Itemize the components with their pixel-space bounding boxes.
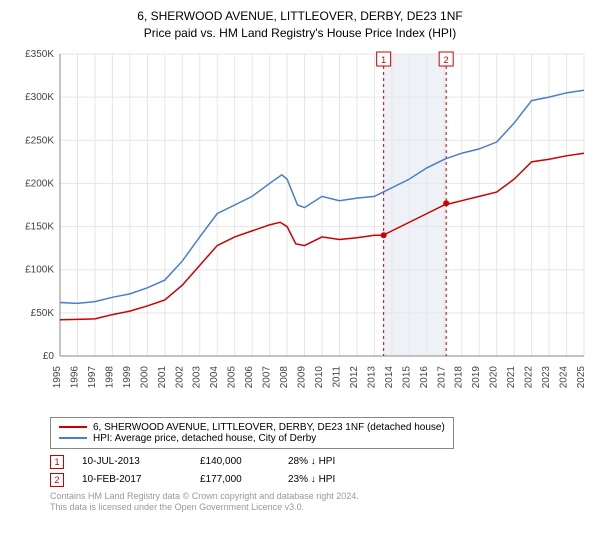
legend-row: 6, SHERWOOD AVENUE, LITTLEOVER, DERBY, D… bbox=[59, 422, 445, 433]
legend-row: HPI: Average price, detached house, City… bbox=[59, 433, 445, 444]
title-line-1: 6, SHERWOOD AVENUE, LITTLEOVER, DERBY, D… bbox=[10, 8, 590, 25]
x-tick-label: 2008 bbox=[279, 365, 290, 388]
legend-box: 6, SHERWOOD AVENUE, LITTLEOVER, DERBY, D… bbox=[50, 417, 454, 449]
x-tick-label: 2005 bbox=[227, 365, 238, 388]
y-tick-label: £50K bbox=[31, 307, 55, 318]
title-block: 6, SHERWOOD AVENUE, LITTLEOVER, DERBY, D… bbox=[10, 8, 590, 42]
sale-marker-label: 2 bbox=[444, 55, 449, 65]
x-tick-label: 1997 bbox=[87, 365, 98, 388]
x-tick-label: 2023 bbox=[541, 365, 552, 388]
sale-date: 10-JUL-2013 bbox=[82, 456, 182, 467]
sale-marker-icon: 1 bbox=[50, 455, 64, 469]
chart-area: £0 £50K £100K £150K £200K £250K £300K £350K 1995… bbox=[10, 46, 590, 411]
sale-price: £177,000 bbox=[200, 474, 270, 485]
sale-pct: 28% ↓ HPI bbox=[288, 456, 388, 467]
sale-marker-icon: 2 bbox=[50, 473, 64, 487]
x-tick-label: 2001 bbox=[157, 365, 168, 388]
y-tick-label: £200K bbox=[25, 178, 54, 189]
legend-swatch bbox=[59, 437, 87, 439]
sale-date: 10-FEB-2017 bbox=[82, 474, 182, 485]
x-tick-label: 2025 bbox=[576, 365, 587, 388]
sale-price: £140,000 bbox=[200, 456, 270, 467]
x-tick-label: 2012 bbox=[349, 365, 360, 388]
credits-line-2: This data is licensed under the Open Gov… bbox=[50, 502, 590, 514]
credits: Contains HM Land Registry data © Crown c… bbox=[50, 491, 590, 514]
y-tick-label: £250K bbox=[25, 135, 54, 146]
x-tick-label: 2018 bbox=[454, 365, 465, 388]
x-tick-label: 2021 bbox=[506, 365, 517, 388]
x-tick-label: 2019 bbox=[471, 365, 482, 388]
sales-table: 1 10-JUL-2013 £140,000 28% ↓ HPI 2 10-FEB-201… bbox=[50, 455, 590, 487]
chart-svg: £0 £50K £100K £150K £200K £250K £300K £350K 1995… bbox=[10, 46, 590, 411]
x-tick-label: 1995 bbox=[52, 365, 63, 388]
x-tick-label: 2017 bbox=[436, 365, 447, 388]
sale-pct: 23% ↓ HPI bbox=[288, 474, 388, 485]
legend-swatch bbox=[59, 426, 87, 428]
y-tick-label: £150K bbox=[25, 221, 54, 232]
y-tick-label: £350K bbox=[25, 49, 54, 60]
title-line-2: Price paid vs. HM Land Registry's House … bbox=[10, 25, 590, 42]
y-tick-label: £0 bbox=[43, 351, 55, 362]
x-tick-label: 1996 bbox=[69, 365, 80, 388]
x-tick-label: 2007 bbox=[262, 365, 273, 388]
x-tick-label: 2024 bbox=[559, 365, 570, 388]
x-tick-label: 2002 bbox=[174, 365, 185, 388]
credits-line-1: Contains HM Land Registry data © Crown c… bbox=[50, 491, 590, 503]
y-tick-label: £300K bbox=[25, 92, 54, 103]
legend-label: HPI: Average price, detached house, City… bbox=[93, 433, 316, 444]
y-tick-label: £100K bbox=[25, 264, 54, 275]
x-tick-label: 2010 bbox=[314, 365, 325, 388]
sale-marker-label: 1 bbox=[381, 55, 386, 65]
x-tick-label: 2016 bbox=[419, 365, 430, 388]
chart-container: 6, SHERWOOD AVENUE, LITTLEOVER, DERBY, D… bbox=[0, 0, 600, 560]
sales-row: 2 10-FEB-2017 £177,000 23% ↓ HPI bbox=[50, 473, 590, 487]
x-tick-label: 2015 bbox=[401, 365, 412, 388]
x-tick-label: 2009 bbox=[297, 365, 308, 388]
x-tick-label: 2022 bbox=[524, 365, 535, 388]
x-tick-label: 1998 bbox=[104, 365, 115, 388]
legend-label: 6, SHERWOOD AVENUE, LITTLEOVER, DERBY, D… bbox=[93, 422, 445, 433]
x-tick-label: 2003 bbox=[192, 365, 203, 388]
x-tick-label: 2004 bbox=[209, 365, 220, 388]
highlight-band bbox=[383, 54, 446, 356]
x-tick-label: 2014 bbox=[384, 365, 395, 388]
x-tick-label: 2011 bbox=[331, 365, 342, 387]
x-tick-label: 1999 bbox=[122, 365, 133, 388]
x-tick-label: 2020 bbox=[489, 365, 500, 388]
x-tick-label: 2013 bbox=[366, 365, 377, 388]
sales-row: 1 10-JUL-2013 £140,000 28% ↓ HPI bbox=[50, 455, 590, 469]
x-tick-label: 2006 bbox=[244, 365, 255, 388]
x-tick-label: 2000 bbox=[139, 365, 150, 388]
